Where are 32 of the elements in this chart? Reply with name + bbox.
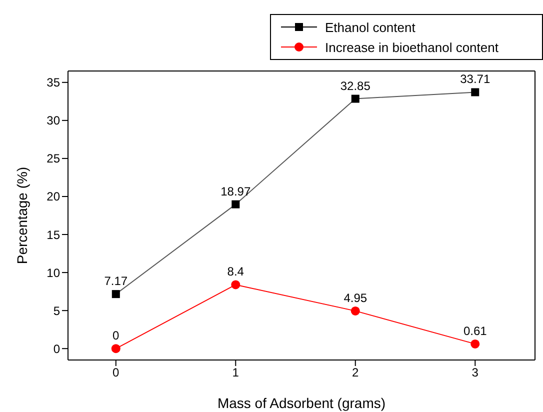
point bbox=[232, 200, 240, 208]
x-tick-label: 2 bbox=[352, 366, 360, 380]
legend-label: Increase in bioethanol content bbox=[325, 40, 498, 54]
point bbox=[350, 306, 360, 316]
data-label: 18.97 bbox=[220, 184, 251, 198]
y-tick-label: 20 bbox=[46, 190, 60, 204]
legend-label: Ethanol content bbox=[325, 20, 416, 34]
data-label: 4.95 bbox=[344, 290, 368, 305]
point bbox=[231, 280, 240, 290]
point bbox=[470, 339, 480, 348]
data-label: 32.85 bbox=[340, 78, 371, 93]
y-tick-label: 15 bbox=[46, 228, 60, 242]
y-tick-label: 0 bbox=[53, 342, 60, 356]
y-tick-label: 25 bbox=[46, 152, 60, 166]
y-tick-label: 10 bbox=[46, 266, 60, 280]
x-tick-label: 1 bbox=[232, 366, 240, 380]
point bbox=[351, 94, 360, 103]
y-tick-label: 35 bbox=[46, 76, 60, 90]
y-tick-label: 5 bbox=[53, 304, 60, 318]
point bbox=[112, 290, 120, 298]
data-label: 0 bbox=[112, 328, 120, 343]
x-tick-label: 0 bbox=[112, 366, 120, 380]
x-axis-title: Mass of Adsorbent (grams) bbox=[217, 395, 386, 411]
data-label: 7.17 bbox=[104, 274, 128, 288]
data-label: 8.4 bbox=[227, 264, 244, 279]
y-tick-label: 30 bbox=[46, 114, 60, 128]
point bbox=[111, 344, 120, 354]
data-label: 33.71 bbox=[460, 72, 490, 86]
point bbox=[471, 88, 480, 96]
x-tick-label: 3 bbox=[472, 366, 479, 380]
data-label: 0.61 bbox=[463, 324, 488, 338]
y-axis-title: Percentage (%) bbox=[14, 166, 30, 264]
